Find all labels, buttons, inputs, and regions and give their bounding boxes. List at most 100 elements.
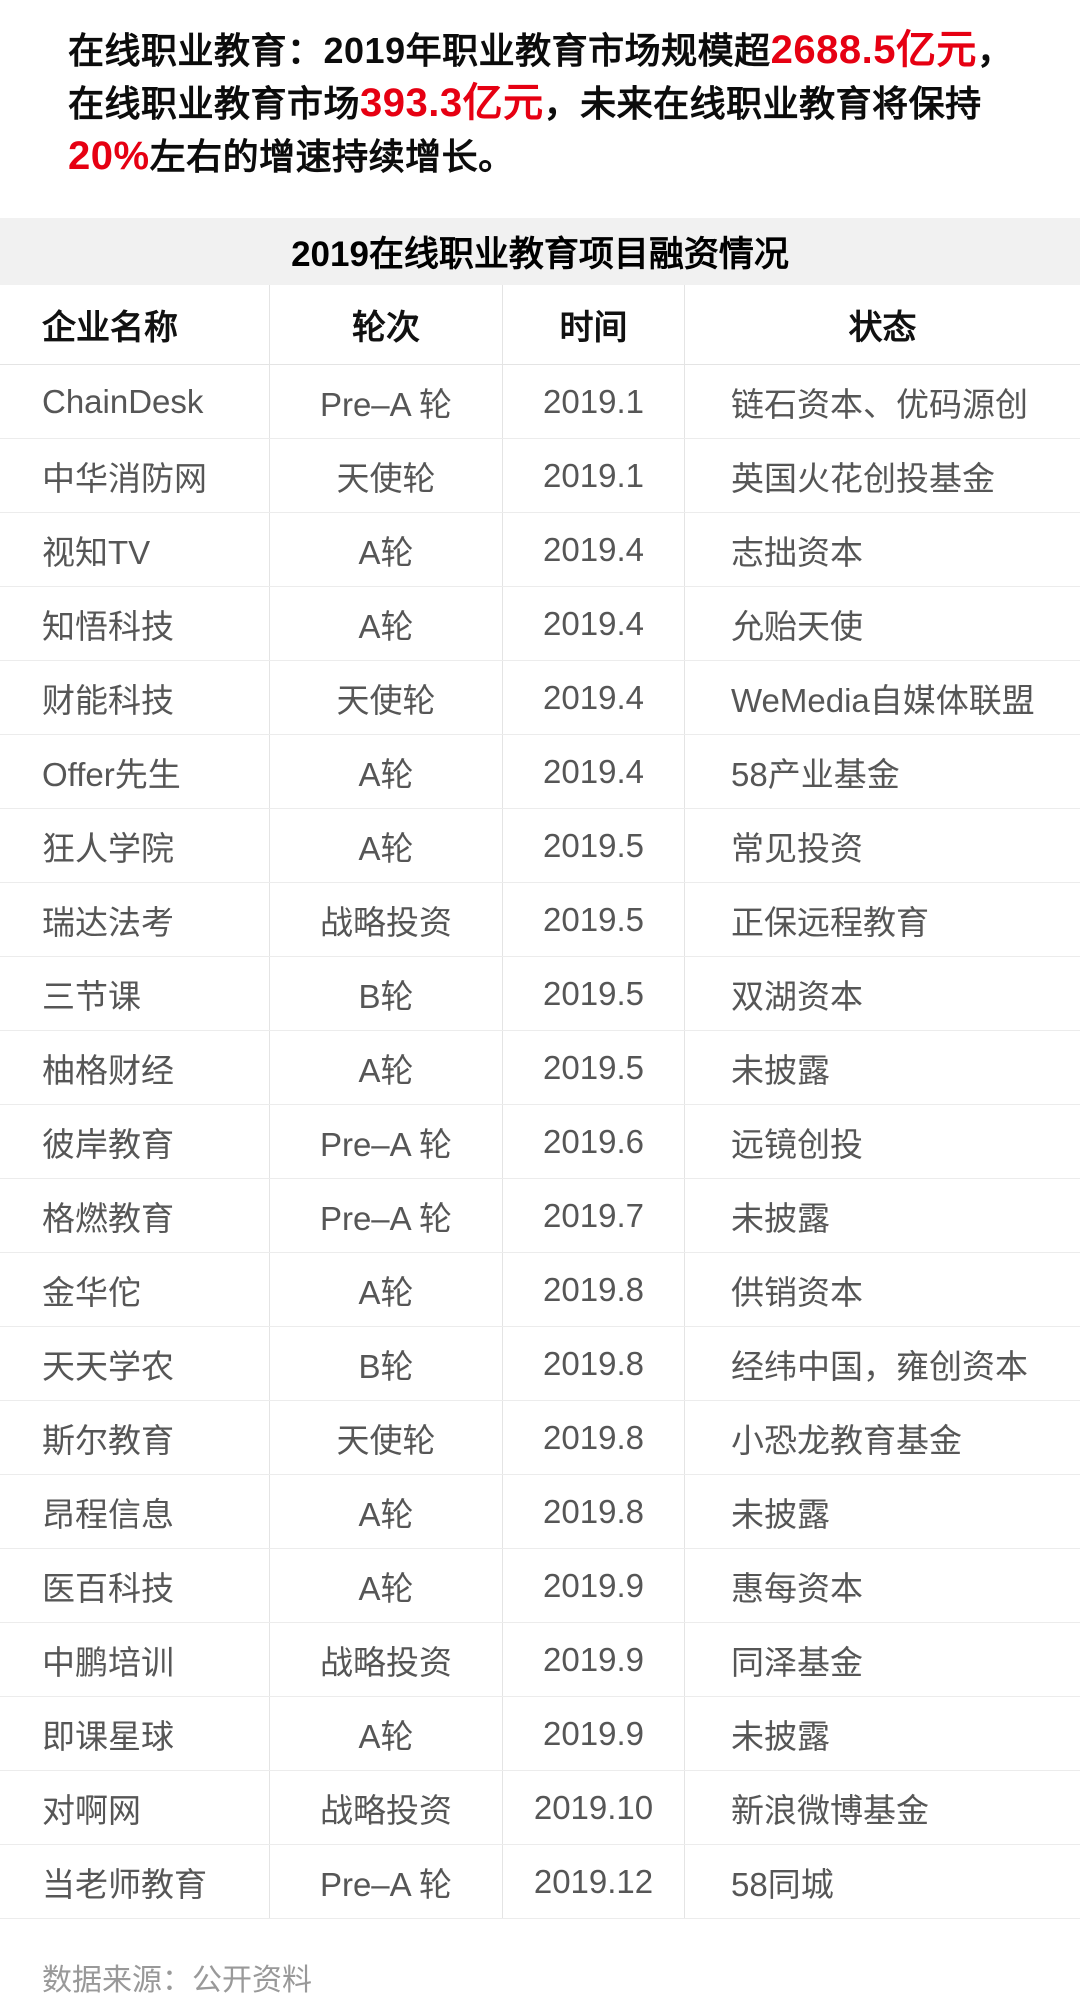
round-cell: 战略投资 — [270, 883, 503, 956]
time-cell: 2019.8 — [503, 1401, 685, 1474]
table-row: 瑞达法考 战略投资 2019.5 正保远程教育 — [0, 883, 1080, 957]
time-cell: 2019.12 — [503, 1845, 685, 1918]
table-row: 即课星球 A轮 2019.9 未披露 — [0, 1697, 1080, 1771]
status-cell: 58产业基金 — [731, 755, 900, 793]
status-cell: 志拙资本 — [731, 533, 863, 571]
table-title: 2019在线职业教育项目融资情况 — [0, 218, 1080, 285]
table-row: 斯尔教育 天使轮 2019.8 小恐龙教育基金 — [0, 1401, 1080, 1475]
status-cell: 正保远程教育 — [731, 903, 929, 941]
status-cell: 经纬中国，雍创资本 — [731, 1347, 1028, 1385]
company-cell: 彼岸教育 — [0, 1105, 270, 1178]
company-cell: 财能科技 — [0, 661, 270, 734]
status-cell: 惠每资本 — [731, 1569, 863, 1607]
status-cell: 未披露 — [731, 1495, 830, 1533]
company-cell: 中鹏培训 — [0, 1623, 270, 1696]
round-cell: 天使轮 — [270, 439, 503, 512]
table-row: 医百科技 A轮 2019.9 惠每资本 — [0, 1549, 1080, 1623]
round-cell: A轮 — [270, 1697, 503, 1770]
highlight-market-size-total: 2688.5亿元 — [770, 28, 977, 72]
round-cell: A轮 — [270, 809, 503, 882]
company-cell: 三节课 — [0, 957, 270, 1030]
table-row: Offer先生 A轮 2019.4 58产业基金 — [0, 735, 1080, 809]
company-cell: 当老师教育 — [0, 1845, 270, 1918]
status-cell: 供销资本 — [731, 1273, 863, 1311]
round-cell: A轮 — [270, 1475, 503, 1548]
round-cell: A轮 — [270, 735, 503, 808]
time-cell: 2019.8 — [503, 1253, 685, 1326]
time-cell: 2019.5 — [503, 1031, 685, 1104]
company-cell: 格燃教育 — [0, 1179, 270, 1252]
status-cell: 同泽基金 — [731, 1643, 863, 1681]
table-row: 三节课 B轮 2019.5 双湖资本 — [0, 957, 1080, 1031]
data-source-note: 数据来源：公开资料 — [42, 1964, 312, 1997]
time-cell: 2019.6 — [503, 1105, 685, 1178]
intro-text: ， — [976, 30, 1014, 71]
round-cell: B轮 — [270, 1327, 503, 1400]
company-cell: Offer先生 — [0, 735, 270, 808]
status-cell: 英国火花创投基金 — [731, 459, 995, 497]
table-row: 狂人学院 A轮 2019.5 常见投资 — [0, 809, 1080, 883]
company-cell: 视知TV — [0, 513, 270, 586]
table-row: 天天学农 B轮 2019.8 经纬中国，雍创资本 — [0, 1327, 1080, 1401]
company-cell: 瑞达法考 — [0, 883, 270, 956]
time-cell: 2019.1 — [503, 439, 685, 512]
round-cell: 战略投资 — [270, 1623, 503, 1696]
table-row: 昂程信息 A轮 2019.8 未披露 — [0, 1475, 1080, 1549]
round-cell: Pre–A 轮 — [270, 1105, 503, 1178]
time-cell: 2019.4 — [503, 735, 685, 808]
status-cell: 未披露 — [731, 1051, 830, 1089]
time-cell: 2019.9 — [503, 1549, 685, 1622]
time-cell: 2019.5 — [503, 809, 685, 882]
header-time: 时间 — [503, 285, 685, 364]
intro-line-2: 在线职业教育市场393.3亿元，未来在线职业教育将保持 — [68, 77, 1022, 130]
time-cell: 2019.1 — [503, 365, 685, 438]
company-cell: ChainDesk — [0, 365, 270, 438]
round-cell: 战略投资 — [270, 1771, 503, 1844]
table-row: ChainDesk Pre–A 轮 2019.1 链石资本、优码源创 — [0, 365, 1080, 439]
table-header-row: 企业名称 轮次 时间 状态 — [0, 285, 1080, 365]
table-row: 格燃教育 Pre–A 轮 2019.7 未披露 — [0, 1179, 1080, 1253]
status-cell: WeMedia自媒体联盟 — [731, 681, 1035, 719]
round-cell: 天使轮 — [270, 661, 503, 734]
time-cell: 2019.7 — [503, 1179, 685, 1252]
intro-line-1: 在线职业教育：2019年职业教育市场规模超2688.5亿元， — [68, 24, 1022, 77]
status-cell: 允贻天使 — [731, 607, 863, 645]
intro-text: 左右的增速持续增长。 — [149, 136, 515, 177]
company-cell: 斯尔教育 — [0, 1401, 270, 1474]
round-cell: Pre–A 轮 — [270, 1179, 503, 1252]
table-row: 对啊网 战略投资 2019.10 新浪微博基金 — [0, 1771, 1080, 1845]
round-cell: A轮 — [270, 1549, 503, 1622]
status-cell: 链石资本、优码源创 — [731, 385, 1028, 423]
table-row: 金华佗 A轮 2019.8 供销资本 — [0, 1253, 1080, 1327]
time-cell: 2019.4 — [503, 513, 685, 586]
company-cell: 即课星球 — [0, 1697, 270, 1770]
intro-text: 在线职业教育：2019年职业教育市场规模超 — [68, 30, 771, 71]
table-row: 彼岸教育 Pre–A 轮 2019.6 远镜创投 — [0, 1105, 1080, 1179]
status-cell: 小恐龙教育基金 — [731, 1421, 962, 1459]
time-cell: 2019.4 — [503, 661, 685, 734]
header-status: 状态 — [848, 309, 917, 347]
round-cell: 天使轮 — [270, 1401, 503, 1474]
round-cell: A轮 — [270, 513, 503, 586]
intro-line-3: 20%左右的增速持续增长。 — [68, 130, 1022, 183]
table-row: 视知TV A轮 2019.4 志拙资本 — [0, 513, 1080, 587]
status-cell: 双湖资本 — [731, 977, 863, 1015]
company-cell: 天天学农 — [0, 1327, 270, 1400]
header-company: 企业名称 — [0, 285, 270, 364]
company-cell: 金华佗 — [0, 1253, 270, 1326]
status-cell: 未披露 — [731, 1199, 830, 1237]
status-cell: 远镜创投 — [731, 1125, 863, 1163]
table-row: 知悟科技 A轮 2019.4 允贻天使 — [0, 587, 1080, 661]
round-cell: B轮 — [270, 957, 503, 1030]
intro-paragraph: 在线职业教育：2019年职业教育市场规模超2688.5亿元， 在线职业教育市场3… — [0, 0, 1080, 183]
highlight-growth-rate: 20% — [68, 134, 150, 178]
intro-text: ，未来在线职业教育将保持 — [543, 83, 982, 124]
header-round: 轮次 — [270, 285, 503, 364]
time-cell: 2019.9 — [503, 1623, 685, 1696]
round-cell: A轮 — [270, 1253, 503, 1326]
table-row: 中华消防网 天使轮 2019.1 英国火花创投基金 — [0, 439, 1080, 513]
time-cell: 2019.8 — [503, 1327, 685, 1400]
status-cell: 常见投资 — [731, 829, 863, 867]
company-cell: 狂人学院 — [0, 809, 270, 882]
intro-text: 在线职业教育市场 — [68, 83, 361, 124]
